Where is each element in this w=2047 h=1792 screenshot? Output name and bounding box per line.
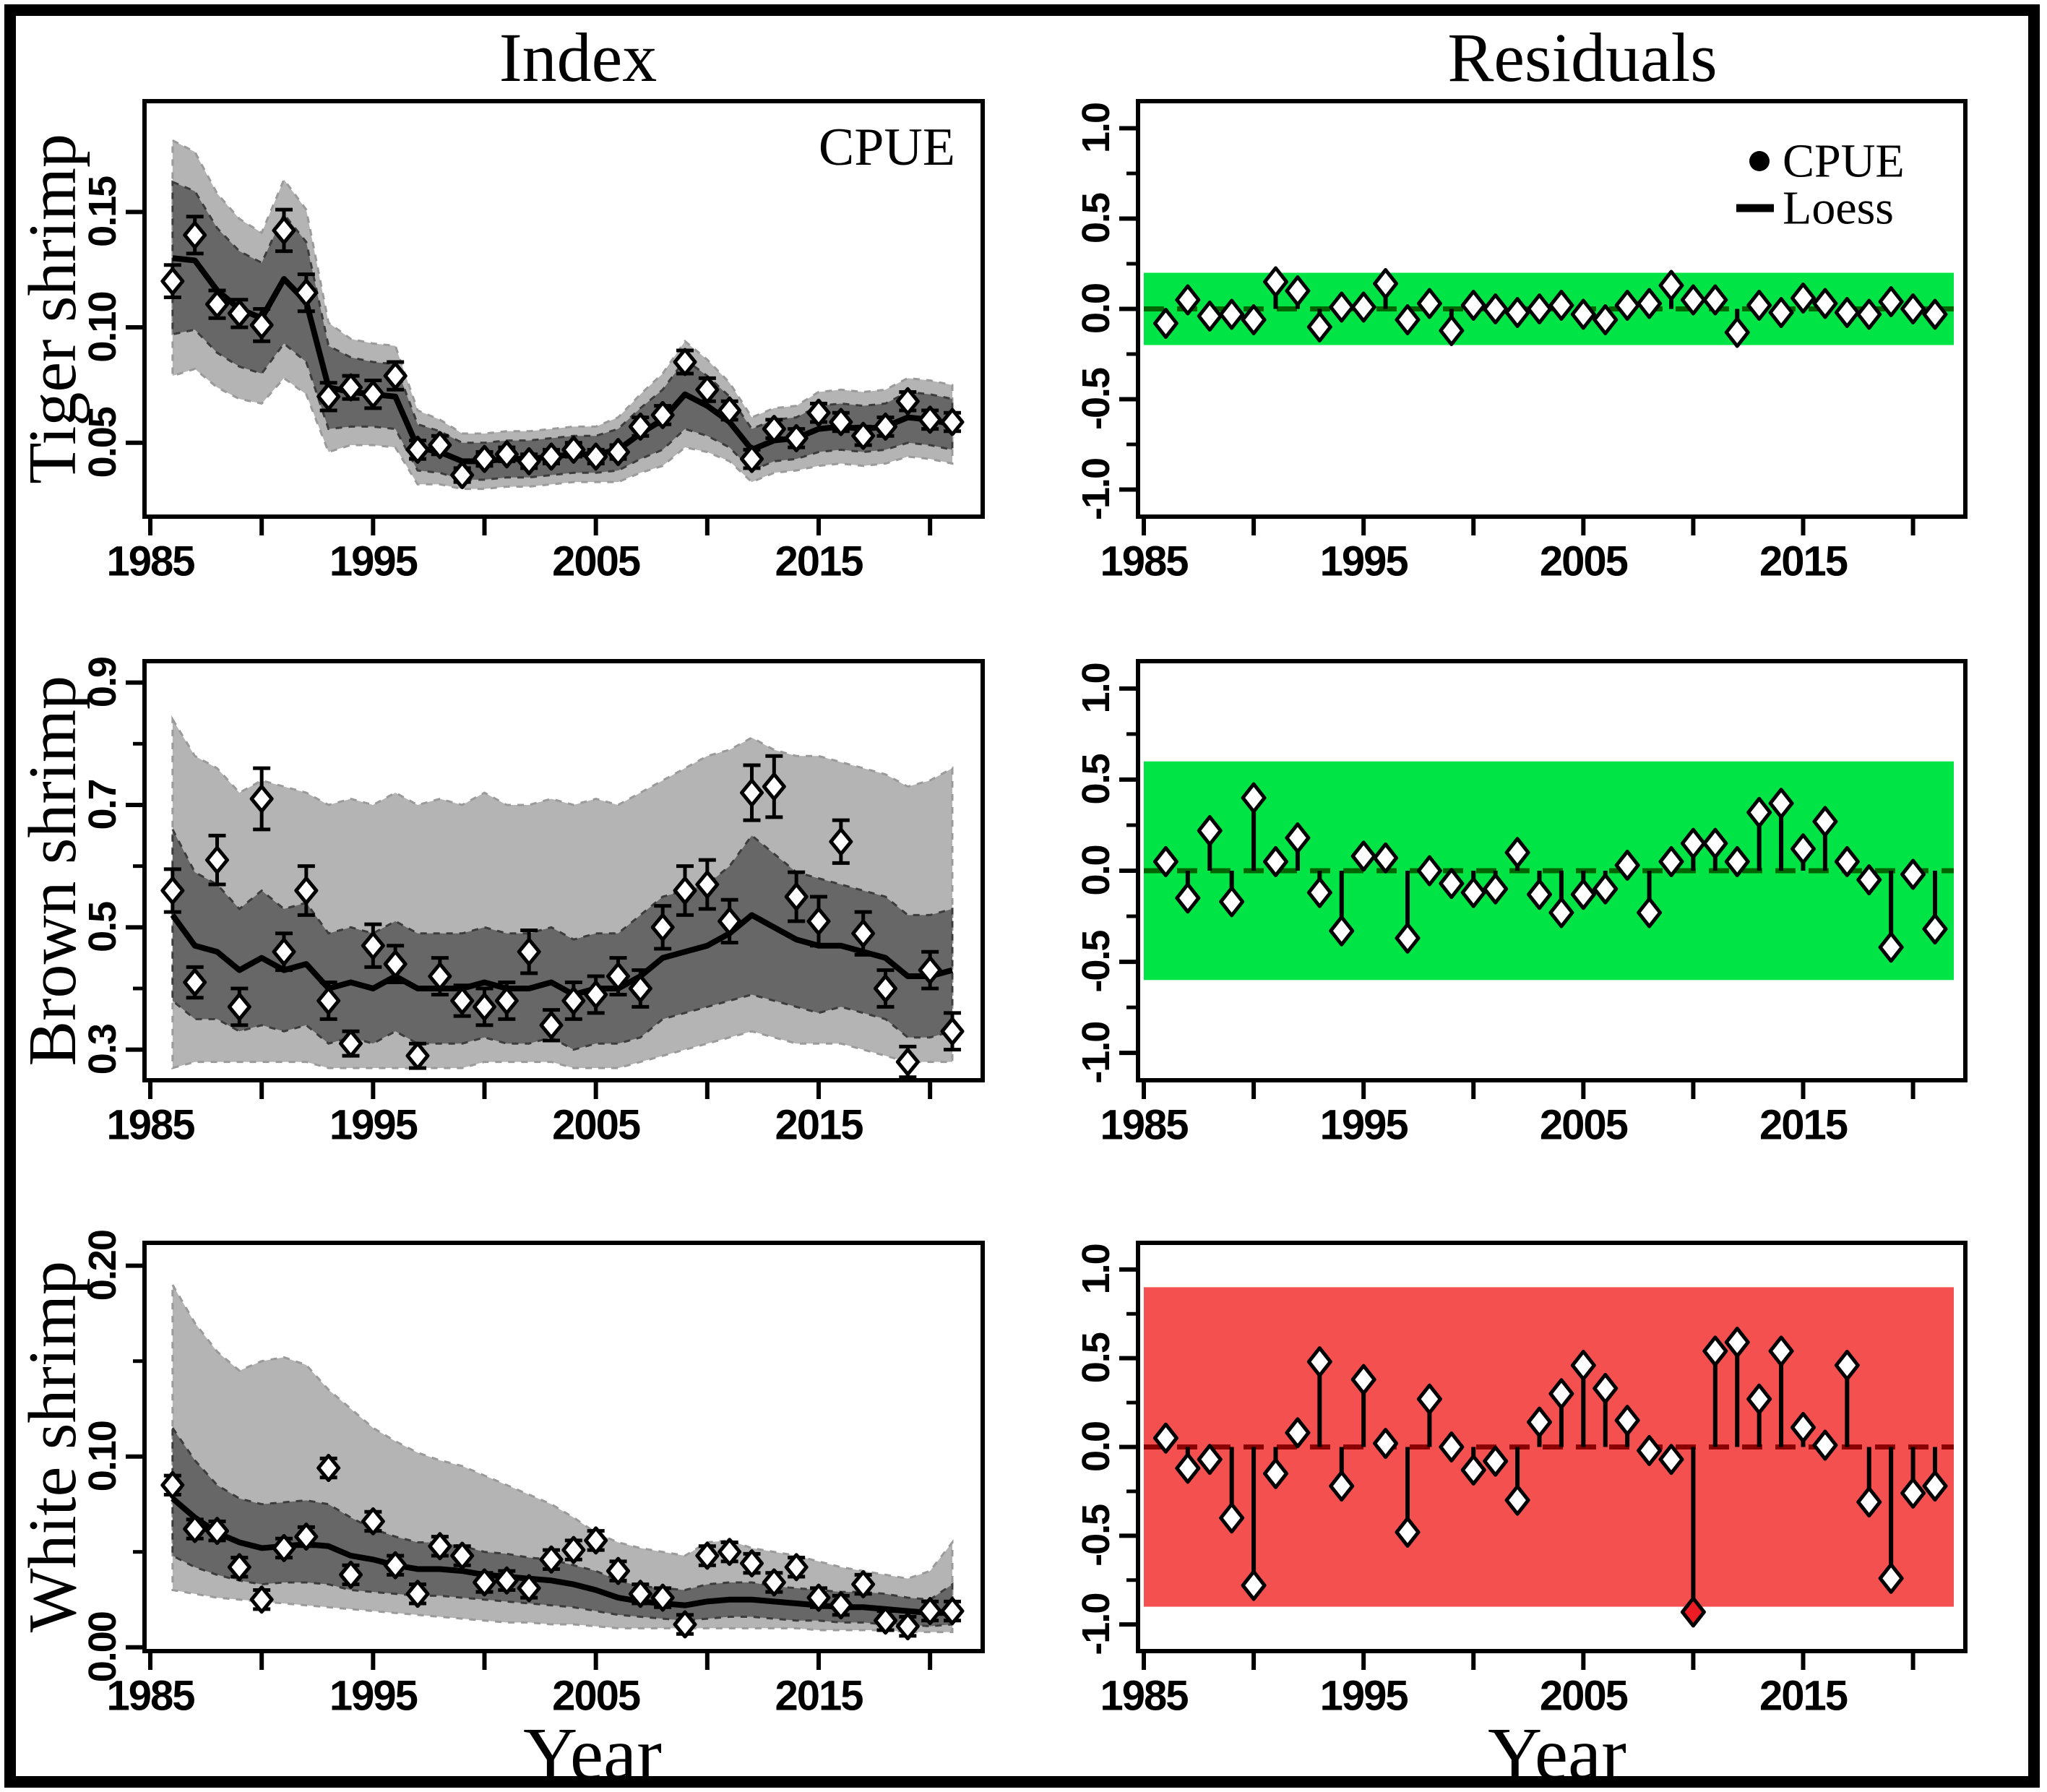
- tiger-index-panel: CPUE 1985 1995 2005 2015 0.05 0.10 0.15: [81, 99, 985, 585]
- svg-text:0.0: 0.0: [1074, 845, 1118, 895]
- svg-text:2015: 2015: [775, 1102, 863, 1149]
- svg-text:2005: 2005: [552, 538, 640, 585]
- svg-text:2005: 2005: [1540, 1673, 1628, 1720]
- svg-text:0.0: 0.0: [1074, 1422, 1118, 1472]
- white-index-cpue-points: [160, 1454, 965, 1641]
- svg-text:2015: 2015: [1759, 538, 1848, 585]
- svg-text:1995: 1995: [329, 1673, 418, 1720]
- svg-text:0.5: 0.5: [81, 902, 124, 952]
- brown-residuals-x-axis: 1985 1995 2005 2015: [1100, 1080, 1915, 1149]
- svg-text:CPUE: CPUE: [1783, 135, 1905, 188]
- svg-text:0.9: 0.9: [81, 657, 124, 707]
- tiger-index-band-inner: [171, 180, 954, 481]
- svg-text:0.00: 0.00: [81, 1612, 124, 1682]
- svg-text:0.7: 0.7: [81, 780, 124, 830]
- svg-text:-0.5: -0.5: [1074, 931, 1118, 993]
- svg-text:0.10: 0.10: [81, 293, 124, 363]
- brown-residuals-panel: 1985 1995 2005 2015 -1.0 -0.5 0.0 0.5 1.0: [1074, 659, 1968, 1149]
- svg-text:1985: 1985: [106, 1102, 194, 1149]
- svg-text:0.20: 0.20: [81, 1231, 124, 1301]
- svg-text:0.0: 0.0: [1074, 284, 1118, 334]
- svg-text:1995: 1995: [329, 1102, 418, 1149]
- svg-text:2005: 2005: [552, 1673, 640, 1720]
- svg-text:1995: 1995: [1320, 1102, 1408, 1149]
- white-index-y-axis: 0.00 0.10 0.20: [81, 1231, 145, 1682]
- svg-text:1.0: 1.0: [1074, 103, 1118, 153]
- brown-index-cpue-points: [160, 772, 965, 1077]
- svg-text:-1.0: -1.0: [1074, 1022, 1118, 1084]
- svg-text:1995: 1995: [1320, 538, 1408, 585]
- svg-text:2015: 2015: [1759, 1102, 1848, 1149]
- svg-text:1995: 1995: [1320, 1673, 1408, 1720]
- svg-text:-0.5: -0.5: [1074, 368, 1118, 430]
- svg-text:1985: 1985: [1100, 1102, 1188, 1149]
- svg-text:-1.0: -1.0: [1074, 459, 1118, 520]
- svg-text:-0.5: -0.5: [1074, 1504, 1118, 1567]
- svg-text:2015: 2015: [775, 538, 863, 585]
- brown-residuals-y-axis: -1.0 -0.5 0.0 0.5 1.0: [1074, 663, 1138, 1084]
- svg-text:2005: 2005: [1540, 538, 1628, 585]
- tiger-index-x-axis: 1985 1995 2005 2015: [106, 517, 933, 585]
- svg-text:1985: 1985: [106, 538, 194, 585]
- svg-text:2015: 2015: [775, 1673, 863, 1720]
- svg-text:Loess: Loess: [1783, 182, 1894, 235]
- white-index-panel: 1985 1995 2005 2015 0.00 0.10 0.20: [81, 1231, 985, 1720]
- white-residuals-y-axis: -1.0 -0.5 0.0 0.5 1.0: [1074, 1244, 1138, 1655]
- svg-text:0.15: 0.15: [81, 176, 124, 247]
- tiger-residuals-y-axis: -1.0 -0.5 0.0 0.5 1.0: [1074, 103, 1138, 520]
- tiger-index-y-axis: 0.05 0.10 0.15: [81, 176, 145, 478]
- white-residuals-panel: 1985 1995 2005 2015 -1.0 -0.5 0.0 0.5 1.0: [1074, 1241, 1968, 1720]
- svg-text:CPUE: CPUE: [819, 118, 955, 177]
- tiger-residuals-points: [1152, 266, 1948, 348]
- white-index-x-axis: 1985 1995 2005 2015: [106, 1651, 933, 1720]
- tiger-index-cpue-points: [160, 216, 965, 489]
- white-residuals-points: [1152, 1327, 1948, 1628]
- legend-cpue-point-icon: [1749, 151, 1770, 171]
- svg-text:0.5: 0.5: [1074, 754, 1118, 804]
- brown-index-border: [142, 659, 985, 1082]
- svg-text:1.0: 1.0: [1074, 663, 1118, 713]
- brown-index-y-axis: 0.3 0.5 0.7 0.9: [81, 657, 145, 1074]
- svg-text:1995: 1995: [329, 538, 418, 585]
- svg-text:-1.0: -1.0: [1074, 1594, 1118, 1655]
- svg-text:0.3: 0.3: [81, 1024, 124, 1074]
- svg-text:2005: 2005: [1540, 1102, 1628, 1149]
- svg-text:1985: 1985: [106, 1673, 194, 1720]
- svg-text:0.5: 0.5: [1074, 193, 1118, 244]
- svg-text:1985: 1985: [1100, 538, 1188, 585]
- svg-text:2015: 2015: [1759, 1673, 1848, 1720]
- svg-text:1985: 1985: [1100, 1673, 1188, 1720]
- white-index-border: [142, 1241, 985, 1653]
- column-title-index: Index: [499, 19, 658, 96]
- brown-index-x-axis: 1985 1995 2005 2015: [106, 1080, 933, 1149]
- column-title-residuals: Residuals: [1447, 19, 1718, 96]
- svg-text:0.5: 0.5: [1074, 1332, 1118, 1383]
- svg-text:1.0: 1.0: [1074, 1244, 1118, 1294]
- tiger-index-border: [142, 99, 985, 519]
- tiger-index-corner-label: CPUE: [819, 118, 955, 177]
- svg-text:0.05: 0.05: [81, 407, 124, 478]
- svg-text:0.10: 0.10: [81, 1421, 124, 1491]
- tiger-residuals-x-axis: 1985 1995 2005 2015: [1100, 517, 1915, 585]
- brown-index-panel: 1985 1995 2005 2015 0.3 0.5 0.7 0.9: [81, 657, 985, 1149]
- svg-text:2005: 2005: [552, 1102, 640, 1149]
- white-residuals-x-axis: 1985 1995 2005 2015: [1100, 1651, 1915, 1720]
- brown-residuals-points: [1152, 782, 1948, 963]
